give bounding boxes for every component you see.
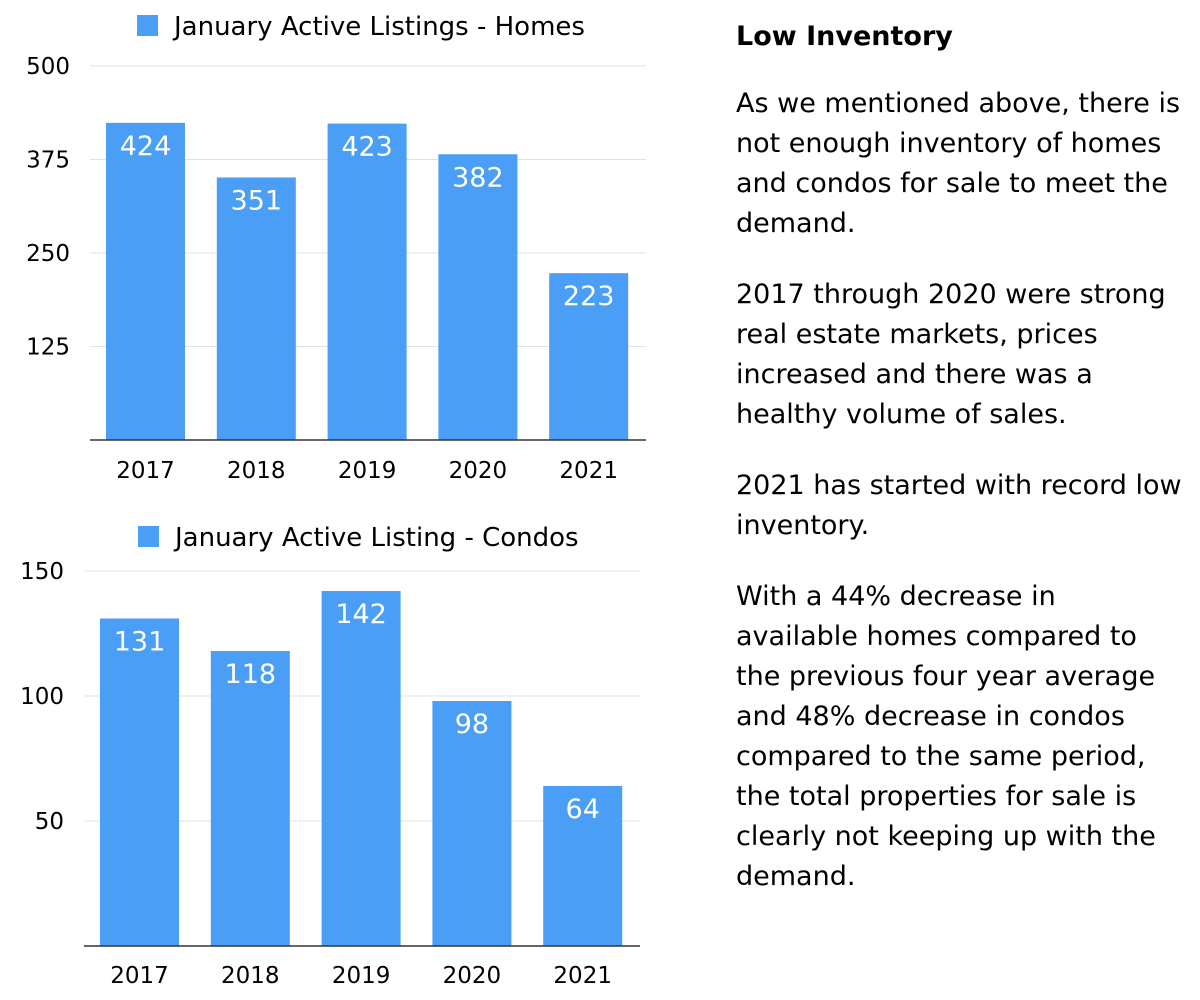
x-category-label: 2020 — [449, 458, 508, 484]
x-category-label: 2020 — [443, 963, 502, 989]
bar-data-label: 382 — [452, 162, 504, 193]
y-tick-label: 50 — [35, 809, 64, 835]
legend-swatch — [138, 526, 159, 547]
bar-data-label: 351 — [231, 185, 283, 216]
bar — [543, 786, 623, 946]
y-tick-label: 250 — [26, 241, 70, 267]
side-paragraph-1: As we mentioned above, there is not enou… — [736, 88, 1181, 239]
x-category-label: 2021 — [553, 963, 612, 989]
bar-data-label: 223 — [563, 281, 615, 312]
bar-data-label: 118 — [225, 659, 277, 690]
x-category-label: 2017 — [110, 963, 169, 989]
bar — [216, 177, 296, 440]
y-tick-label: 125 — [26, 335, 70, 361]
side-heading: Low Inventory — [736, 21, 953, 52]
x-category-label: 2019 — [332, 963, 391, 989]
y-tick-label: 375 — [26, 148, 70, 174]
x-category-label: 2018 — [221, 963, 280, 989]
bar — [106, 122, 185, 441]
bar — [327, 123, 407, 440]
y-tick-label: 500 — [26, 54, 70, 80]
x-category-label: 2019 — [338, 458, 397, 484]
x-category-label: 2017 — [116, 458, 175, 484]
bar — [432, 701, 512, 946]
condos-chart: January Active Listing - Condos 150 100 50 1… — [20, 523, 640, 989]
bar-data-label: 64 — [566, 794, 600, 825]
x-category-label: 2018 — [227, 458, 286, 484]
homes-chart: January Active Listings - Homes 500 375 250… — [26, 12, 646, 484]
bar-data-label: 98 — [455, 709, 489, 740]
side-paragraph-2: 2017 through 2020 were strong real estat… — [736, 279, 1166, 430]
y-tick-label: 100 — [20, 684, 64, 710]
bar — [210, 651, 290, 946]
bar — [321, 591, 401, 946]
side-paragraph-4: With a 44% decrease in available homes c… — [736, 581, 1156, 892]
x-category-label: 2021 — [559, 458, 618, 484]
y-tick-label: 150 — [20, 559, 64, 585]
legend-label: January Active Listings - Homes — [172, 12, 585, 42]
bar-data-label: 142 — [335, 599, 387, 630]
side-paragraph-3: 2021 has started with record low invento… — [736, 470, 1182, 541]
charts-panel: January Active Listings - Homes 500 375 250… — [20, 12, 646, 989]
bar — [100, 618, 179, 946]
legend-swatch — [137, 15, 158, 36]
legend-label: January Active Listing - Condos — [173, 523, 579, 553]
bar — [438, 154, 518, 440]
bar-data-label: 424 — [120, 131, 172, 162]
bar-data-label: 131 — [114, 627, 166, 658]
bar-data-label: 423 — [341, 132, 393, 163]
bar — [549, 273, 629, 440]
side-text: Low Inventory As we mentioned above, the… — [736, 18, 1186, 928]
